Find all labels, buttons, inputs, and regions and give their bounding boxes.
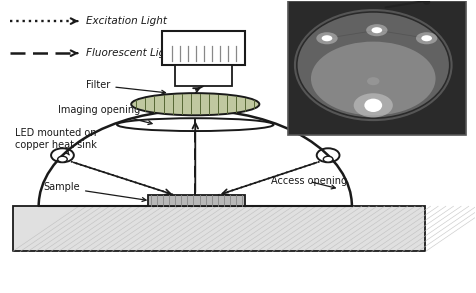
Bar [288,1,466,135]
Ellipse shape [366,24,387,36]
Text: Imaging opening: Imaging opening [58,105,152,125]
Text: Sample: Sample [43,182,146,202]
Ellipse shape [364,99,382,112]
Ellipse shape [416,32,437,44]
Text: LED mounted on
copper heat sink: LED mounted on copper heat sink [15,128,97,155]
Bar [162,31,245,65]
Ellipse shape [323,156,333,162]
Ellipse shape [58,156,67,162]
Text: Access opening: Access opening [271,176,347,189]
Text: Fluorescent Light: Fluorescent Light [86,48,176,58]
Bar [175,65,232,86]
Ellipse shape [421,35,432,41]
Text: Excitation Light: Excitation Light [86,16,167,26]
Ellipse shape [367,77,379,85]
Text: SLR Camera: SLR Camera [176,36,231,45]
Ellipse shape [354,93,393,117]
Ellipse shape [317,32,337,44]
Ellipse shape [371,27,382,33]
Ellipse shape [311,42,436,115]
Text: Filter: Filter [86,80,166,94]
Bar [148,195,245,206]
Ellipse shape [322,35,332,41]
Bar [12,206,426,251]
Ellipse shape [298,13,449,117]
Ellipse shape [423,0,430,5]
Ellipse shape [131,93,259,115]
